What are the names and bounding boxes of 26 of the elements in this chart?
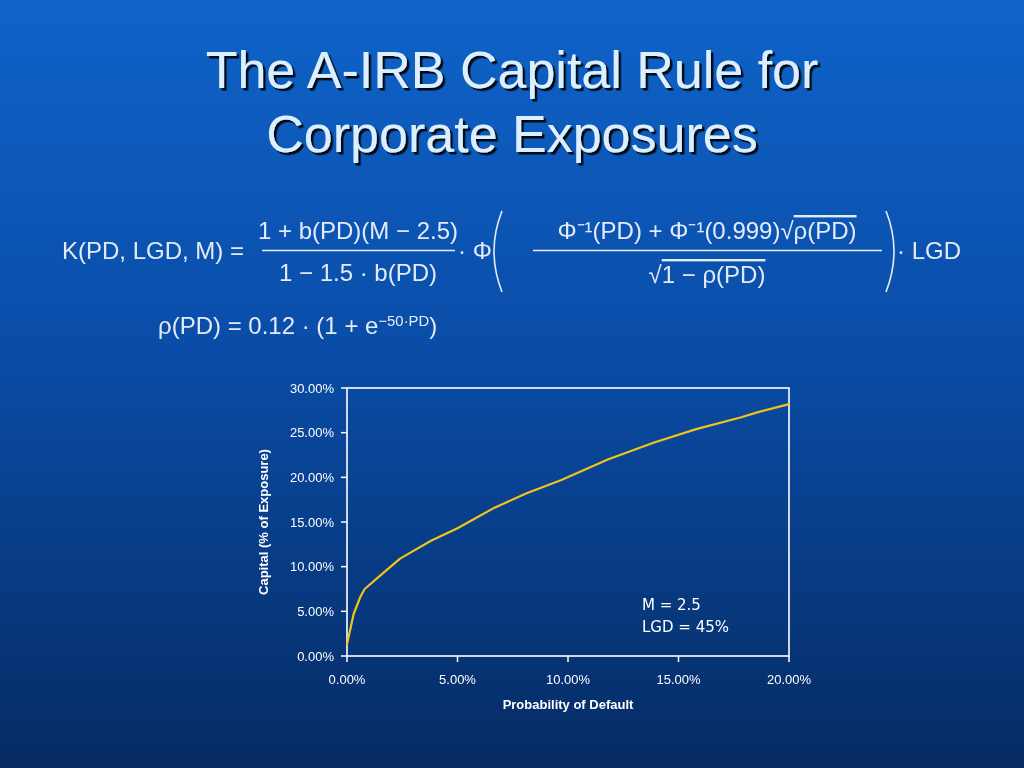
x-tick-label: 20.00% [766,672,812,687]
x-tick-label: 5.00% [439,672,477,687]
annotation: LGD = 45% [642,618,729,636]
text: · LGD [897,237,962,264]
line-series [345,402,791,646]
annotation: M = 2.5 [642,596,701,614]
y-tick-label: 25.00% [289,425,335,441]
y-axis-title: Capital (% of Exposure) [256,449,271,595]
text: Φ⁻¹(PD) + Φ⁻¹(0.999)√ρ(PD) [557,217,857,244]
y-tick-label: 30.00% [289,380,335,396]
text: √1 − ρ(PD) [648,261,766,288]
x-axis-title: Probability of Default [502,697,635,712]
x-tick-label: 0.00% [328,672,366,687]
text: · Φ [458,237,492,264]
y-tick-label: 10.00% [289,559,335,575]
text: 1 − 1.5 · b(PD) [278,259,438,286]
x-tick-label: 10.00% [545,672,591,687]
y-tick-label: 15.00% [289,514,335,530]
text: ρ(PD) = 0.12 · (1 + e$^{−50·PD}$) [158,312,438,339]
x-tick-label: 15.00% [656,672,701,687]
y-tick-label: 20.00% [289,469,335,485]
y-tick-label: 0.00% [297,648,335,664]
y-tick-label: 5.00% [297,603,335,619]
text: K(PD, LGD, M) = [62,237,245,264]
chart-title: The A-IRB Capital Rule for Corporate Exposures [205,41,819,163]
text: 1 + b(PD)(M − 2.5) [257,217,459,244]
